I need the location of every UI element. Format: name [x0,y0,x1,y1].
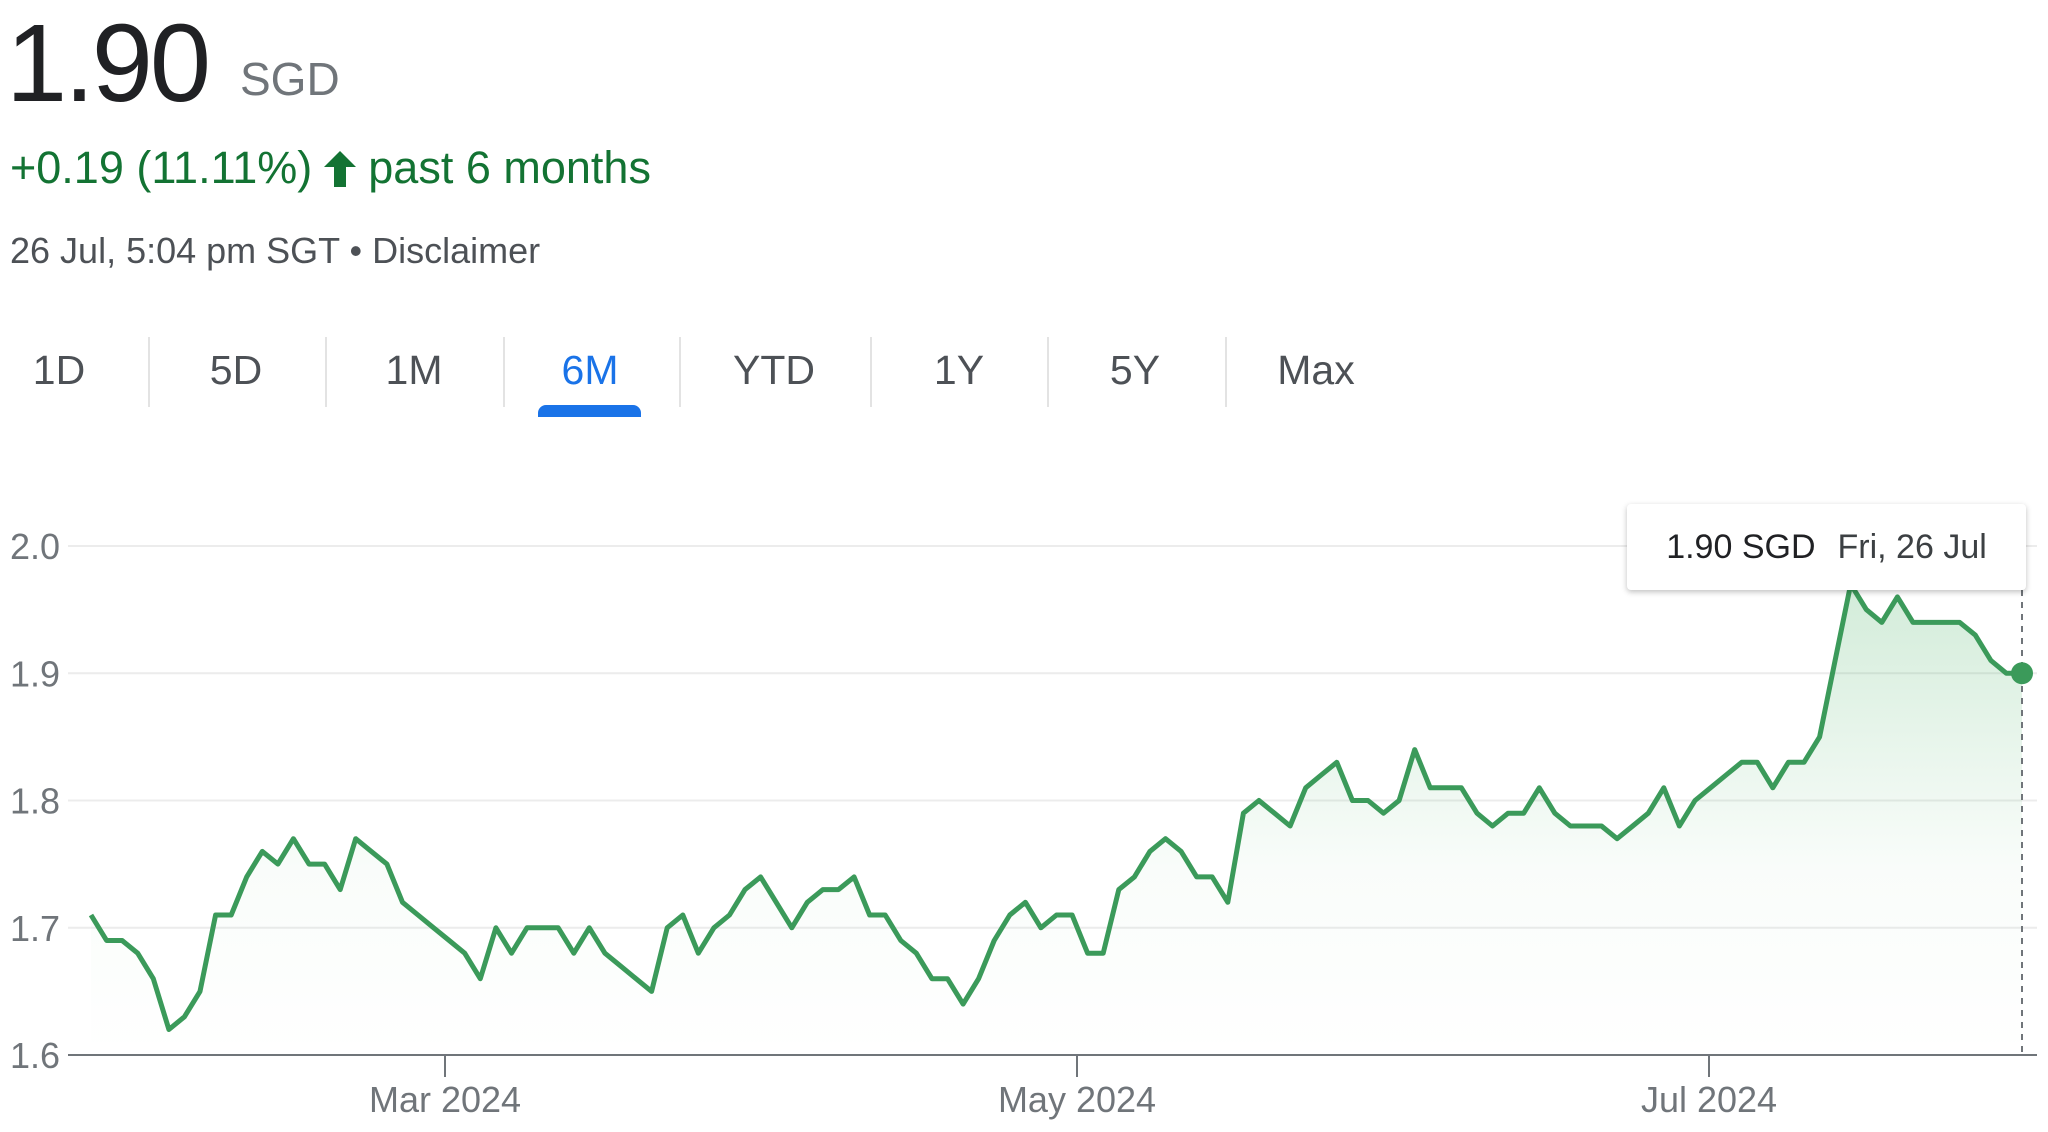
price-change: +0.19 (11.11%) past 6 months [10,142,651,194]
tab-1m[interactable]: 1M [385,347,443,393]
tab-1d[interactable]: 1D [32,347,86,393]
disclaimer-link[interactable]: Disclaimer [372,230,541,271]
separator-dot: • [349,230,363,271]
tab-divider [148,337,150,407]
active-tab-indicator [538,405,641,417]
tab-1y[interactable]: 1Y [933,347,985,393]
timestamp: 26 Jul, 5:04 pm SGT [10,230,340,271]
y-tick-label: 1.7 [10,908,60,949]
tab-divider [325,337,327,407]
y-tick-label: 1.8 [10,781,60,822]
hover-tooltip: 1.90 SGD Fri, 26 Jul [1627,504,2026,590]
y-tick-label: 1.9 [10,653,60,694]
tooltip-date: Fri, 26 Jul [1837,527,1987,566]
quote-meta: 26 Jul, 5:04 pm SGT • Disclaimer [10,230,540,272]
y-tick-label: 1.6 [10,1035,60,1076]
tab-5d[interactable]: 5D [209,347,263,393]
range-tabs: 1D 5D 1M 6M YTD 1Y 5Y Max [0,335,1400,420]
x-tick-label: Jul 2024 [1641,1079,1777,1120]
tab-6m[interactable]: 6M [561,347,619,393]
tab-ytd[interactable]: YTD [733,347,815,393]
tab-divider [1047,337,1049,407]
currency-label: SGD [240,53,340,105]
tab-divider [870,337,872,407]
change-value: +0.19 (11.11%) [10,142,313,193]
hover-point [2011,662,2033,685]
tab-divider [503,337,505,407]
tab-max[interactable]: Max [1277,347,1355,393]
y-tick-label: 2.0 [10,526,60,567]
change-period: past 6 months [368,142,651,193]
tab-divider [679,337,681,407]
tooltip-value: 1.90 SGD [1666,527,1816,566]
price-line [88,581,2022,1032]
current-price: 1.90 [6,2,211,125]
x-tick-label: Mar 2024 [369,1079,521,1120]
price-area-fill [91,584,2022,1055]
tab-divider [1225,337,1227,407]
tab-5y[interactable]: 5Y [1109,347,1161,393]
arrow-up-icon [322,148,358,188]
x-tick-label: May 2024 [998,1079,1156,1120]
